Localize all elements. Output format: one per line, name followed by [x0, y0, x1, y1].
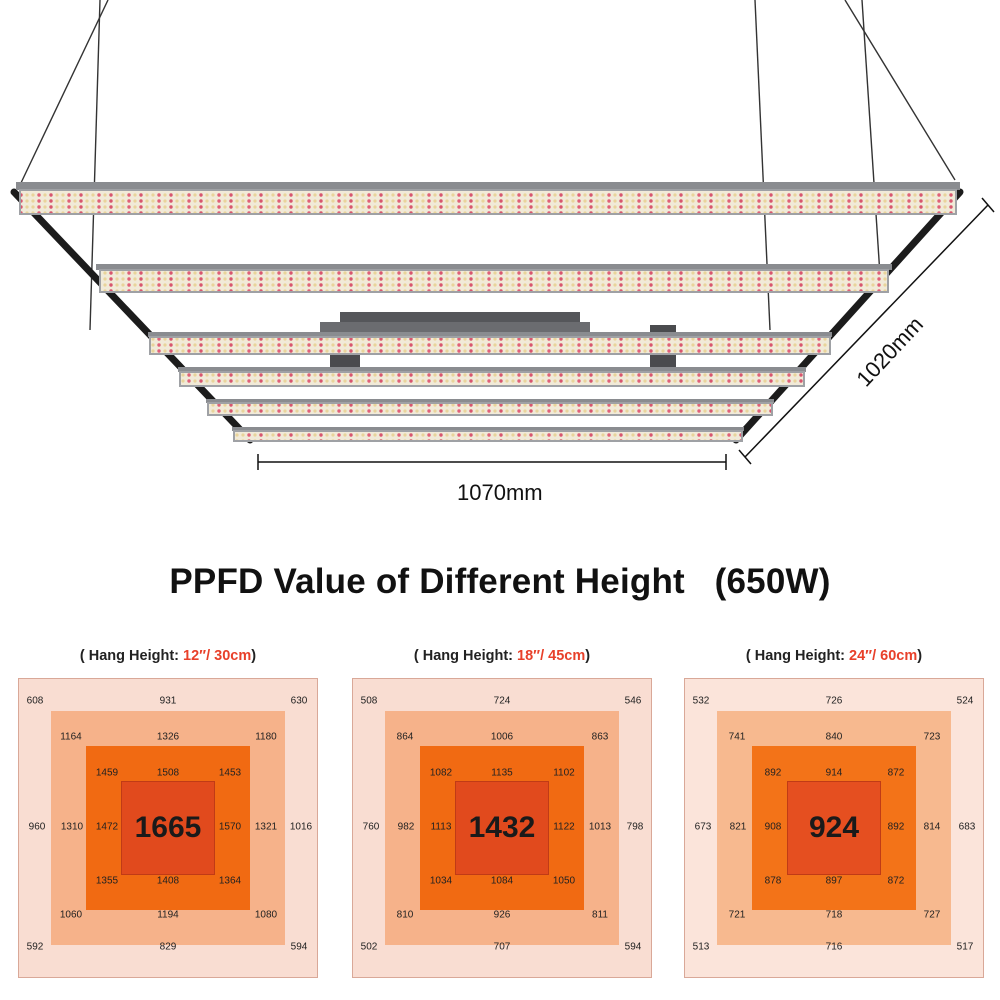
value: 524 — [956, 695, 974, 707]
value: 798 — [626, 821, 644, 833]
depth-label: 1020mm — [851, 312, 928, 392]
value: 1472 — [95, 821, 119, 833]
value: 718 — [825, 909, 843, 921]
panel-caption: ( Hang Height: 24″/ 60cm) — [745, 648, 923, 664]
value: 1508 — [156, 767, 180, 779]
value: 1355 — [95, 875, 119, 887]
value: 1050 — [552, 875, 576, 887]
value: 723 — [923, 731, 941, 743]
value: 1321 — [254, 821, 278, 833]
value: 608 — [26, 695, 44, 707]
value: 592 — [26, 941, 44, 953]
value: 513 — [692, 941, 710, 953]
center-square: 1432 — [455, 781, 549, 875]
panel-caption: ( Hang Height: 12″/ 30cm) — [79, 648, 257, 664]
value: 1570 — [218, 821, 242, 833]
value: 721 — [728, 909, 746, 921]
value: 1408 — [156, 875, 180, 887]
value: 716 — [825, 941, 843, 953]
value: 897 — [825, 875, 843, 887]
center-value: 1432 — [468, 811, 536, 844]
value: 814 — [923, 821, 941, 833]
page-title: PPFD Value of Different Height (650W) — [169, 562, 831, 601]
value: 517 — [956, 941, 974, 953]
value: 707 — [493, 941, 511, 953]
ppfd-grid: 1665 608 931 630 960 1016 592 829 594 11… — [18, 678, 318, 978]
value: 673 — [694, 821, 712, 833]
center-square: 924 — [787, 781, 881, 875]
width-dimension — [257, 454, 727, 470]
center-value: 924 — [808, 811, 860, 844]
value: 724 — [493, 695, 511, 707]
value: 760 — [362, 821, 380, 833]
width-label: 1070mm — [457, 480, 543, 505]
value: 810 — [396, 909, 414, 921]
value: 1459 — [95, 767, 119, 779]
value: 1122 — [553, 821, 575, 833]
value: 502 — [360, 941, 378, 953]
value: 821 — [729, 821, 747, 833]
value: 1013 — [588, 821, 612, 833]
value: 1194 — [157, 909, 179, 921]
value: 892 — [764, 767, 782, 779]
center-square: 1665 — [121, 781, 215, 875]
value: 630 — [290, 695, 308, 707]
hang-height: 12″/ 30cm — [183, 648, 252, 664]
value: 594 — [624, 941, 642, 953]
ppfd-panel-30cm: ( Hang Height: 12″/ 30cm) 1665 608 931 6… — [18, 648, 318, 984]
value: 683 — [958, 821, 976, 833]
value: 811 — [592, 909, 608, 921]
value: 1034 — [429, 875, 453, 887]
hang-height: 18″/ 45cm — [517, 648, 586, 664]
value: 864 — [396, 731, 414, 743]
value: 908 — [764, 821, 782, 833]
value: 726 — [825, 695, 843, 707]
ppfd-panel-45cm: ( Hang Height: 18″/ 45cm) 1432 508 724 5… — [352, 648, 652, 984]
value: 931 — [159, 695, 177, 707]
value: 1326 — [156, 731, 180, 743]
value: 1164 — [60, 731, 82, 743]
value: 1135 — [491, 767, 513, 779]
value: 872 — [887, 875, 905, 887]
value: 872 — [887, 767, 905, 779]
hang-height: 24″/ 60cm — [849, 648, 918, 664]
value: 914 — [825, 767, 843, 779]
led-bars — [16, 182, 960, 442]
value: 1102 — [553, 767, 575, 779]
value: 829 — [159, 941, 177, 953]
value: 982 — [397, 821, 415, 833]
value: 1016 — [289, 821, 313, 833]
value: 960 — [28, 821, 46, 833]
grow-light-illustration: 1070mm 1020mm — [10, 0, 995, 505]
value: 1084 — [490, 875, 514, 887]
value: 546 — [624, 695, 642, 707]
value: 1006 — [490, 731, 514, 743]
value: 508 — [360, 695, 378, 707]
value: 1113 — [430, 821, 452, 833]
value: 741 — [728, 731, 746, 743]
ppfd-grid: 1432 508 724 546 760 798 502 707 594 864… — [352, 678, 652, 978]
value: 1453 — [218, 767, 242, 779]
value: 840 — [825, 731, 843, 743]
value: 594 — [290, 941, 308, 953]
center-value: 1665 — [134, 811, 202, 844]
value: 1180 — [255, 731, 277, 743]
value: 863 — [591, 731, 609, 743]
value: 1080 — [254, 909, 278, 921]
value: 1364 — [218, 875, 242, 887]
panel-caption: ( Hang Height: 18″/ 45cm) — [413, 648, 591, 664]
value: 1060 — [59, 909, 83, 921]
value: 727 — [923, 909, 941, 921]
value: 878 — [764, 875, 782, 887]
value: 1310 — [60, 821, 84, 833]
ppfd-grid: 924 532 726 524 673 683 513 716 517 741 … — [684, 678, 984, 978]
value: 1082 — [429, 767, 453, 779]
depth-dimension — [738, 197, 995, 465]
ppfd-panel-60cm: ( Hang Height: 24″/ 60cm) 924 532 726 52… — [684, 648, 984, 984]
value: 926 — [493, 909, 511, 921]
value: 892 — [887, 821, 905, 833]
value: 532 — [692, 695, 710, 707]
frame-rails — [10, 188, 964, 444]
